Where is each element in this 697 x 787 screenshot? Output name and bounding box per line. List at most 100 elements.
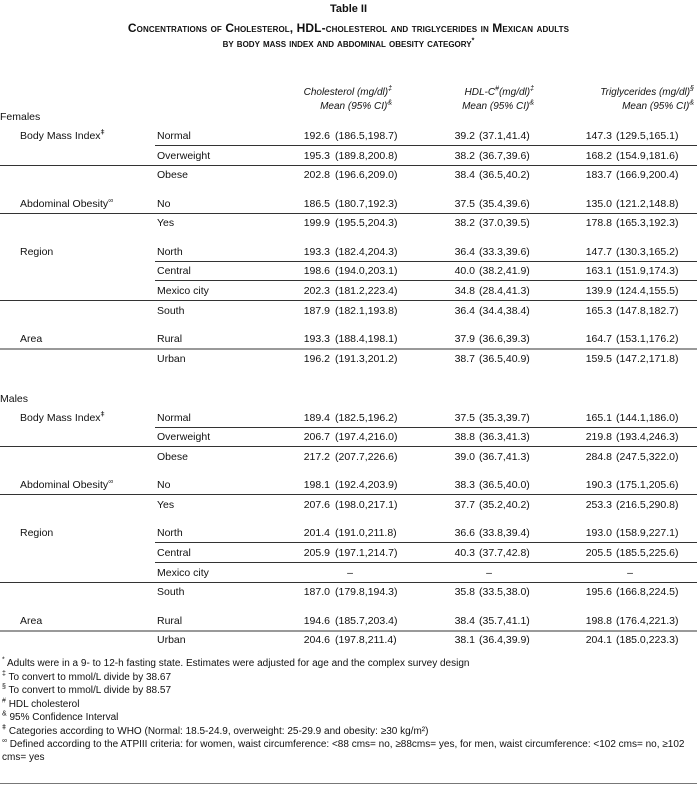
footnote: ǂ Categories according to WHO (Normal: 1… (2, 724, 692, 738)
header-mark: § (690, 85, 694, 93)
table-row: Area Rural 193.3 (188.4,198.1) 37.9 (36.6,39.… (0, 329, 697, 349)
header-sub: Mean (95% CI) (622, 101, 690, 112)
group-label-text: Region (20, 245, 54, 258)
table-title: Concentrations of Cholesterol, HDL-chole… (127, 21, 570, 35)
row-divider (0, 299, 697, 301)
table-row: Yes 207.6 (198.0,217.1) 37.7 (35.2,40.2) 253.… (0, 495, 697, 515)
cholesterol-mean: 202.8 (303, 169, 330, 182)
triglycerides-mean: 165.1 (585, 411, 612, 424)
table-label: Table II (329, 3, 368, 15)
table-row: Central 205.9 (197.1,214.7) 40.3 (37.7,42.8)… (0, 543, 697, 563)
header-sub-mark: & (529, 99, 534, 107)
group-label: Abdominal Obesity∞ (20, 197, 114, 210)
footnote-text: Defined according to the ATPIII criteria… (2, 739, 685, 763)
bottom-rule (0, 783, 697, 784)
hdl-ci: (36.5,40.9) (479, 352, 530, 365)
footnote-text: 95% Confidence Interval (9, 712, 119, 723)
category-label: Mexico city (157, 566, 209, 579)
cholesterol-ci: (189.8,200.8) (335, 149, 398, 162)
group-label-mark: ∞ (108, 197, 114, 205)
cholesterol-mean: 202.3 (303, 284, 330, 297)
triglycerides-ci: (154.9,181.6) (616, 149, 679, 162)
header-sub-mark: & (387, 99, 392, 107)
hdl-mean: 38.2 (454, 149, 475, 162)
group-label-mark: ǂ (100, 129, 105, 137)
category-label: Urban (157, 634, 186, 647)
column-header-cholesterol: Cholesterol (mg/dl)‡ Mean (95% CI)& (250, 86, 392, 114)
hdl-mean: 34.8 (454, 284, 475, 297)
category-label: Yes (157, 217, 175, 230)
row-divider (0, 446, 697, 448)
category-label: Obese (157, 169, 188, 182)
footnote-mark: # (2, 697, 6, 705)
triglycerides-ci: (166.8,224.5) (616, 586, 679, 599)
cholesterol-mean: 189.4 (303, 411, 330, 424)
cholesterol-mean: 194.6 (303, 614, 330, 627)
triglycerides-mean: 163.1 (585, 265, 612, 278)
hdl-ci: (33.3,39.6) (479, 245, 530, 258)
header-sub-mark: & (689, 99, 694, 107)
triglycerides-ci: (193.4,246.3) (616, 431, 679, 444)
hdl-ci: (36.5,40.2) (479, 169, 530, 182)
triglycerides-ci: (144.1,186.0) (616, 411, 679, 424)
triglycerides-ci: (166.9,200.4) (616, 169, 679, 182)
category-label: Central (157, 546, 191, 559)
triglycerides-mean: 135.0 (585, 197, 612, 210)
cholesterol-mean: 186.5 (303, 197, 330, 210)
hdl-mean: 36.4 (454, 304, 475, 317)
cholesterol-ci: (186.5,198.7) (335, 130, 398, 142)
category-label: Overweight (157, 149, 211, 162)
footnote-mark: § (2, 683, 6, 691)
triglycerides-mean: 183.7 (585, 169, 612, 182)
hdl-ci: (33.8,39.4) (479, 527, 530, 540)
triglycerides-ci: (151.9,174.3) (616, 265, 679, 278)
table-row: Body Mass Indexǂ Normal 189.4 (182.5,196.2)… (0, 408, 697, 428)
triglycerides-mean: 205.5 (585, 546, 612, 559)
hdl-ci: (33.5,38.0) (479, 586, 530, 599)
cholesterol-ci: (194.0,203.1) (335, 265, 398, 278)
triglycerides-mean: 219.8 (585, 431, 612, 444)
cholesterol-mean: – (347, 566, 353, 579)
triglycerides-mean: 284.8 (585, 451, 612, 464)
header-name-mark: # (495, 85, 499, 93)
group-label-mark: ǂ (100, 411, 105, 419)
table-row: South 187.9 (182.1,193.8) 36.4 (34.4,38.4) 16… (0, 301, 697, 321)
triglycerides-ci: (216.5,290.8) (616, 499, 679, 511)
hdl-ci: (37.7,42.8) (479, 546, 530, 559)
hdl-mean: 39.0 (454, 451, 475, 464)
cholesterol-ci: (198.0,217.1) (335, 499, 398, 511)
table-row: Central 198.6 (194.0,203.1) 40.0 (38.2,41.9)… (0, 261, 697, 281)
row-divider (155, 280, 697, 282)
hdl-mean: 39.2 (454, 130, 475, 142)
category-label: South (157, 586, 185, 599)
footnote-mark: * (2, 656, 5, 664)
column-header-triglycerides: Triglycerides (mg/dl)§ Mean (95% CI)& (540, 86, 694, 114)
table-row: Region North 201.4 (191.0,211.8) 36.6 (33.8,3… (0, 523, 697, 543)
cholesterol-ci: (185.7,203.4) (335, 614, 398, 627)
cholesterol-ci: (197.1,214.7) (335, 546, 398, 559)
triglycerides-mean: 198.8 (585, 614, 612, 627)
group-label-text: Body Mass Index (20, 130, 101, 142)
group-label: Abdominal Obesity∞ (20, 479, 113, 492)
table-row: Body Mass Indexǂ Normal 192.6 (186.5,198.7)… (0, 126, 697, 146)
table-row: Overweight 206.7 (197.4,216.0) 38.8 (36.3,41… (0, 427, 697, 447)
hdl-ci: (35.2,40.2) (479, 499, 530, 511)
footnote-text: HDL cholesterol (8, 698, 80, 710)
footnote-text: To convert to mmol/L divide by 38.67 (8, 671, 172, 683)
table-row: Overweight 195.3 (189.8,200.8) 38.2 (36.7,39… (0, 146, 697, 166)
footnote: ∞ Defined according to the ATPIII criter… (2, 738, 692, 764)
row-divider (155, 426, 697, 428)
hdl-mean: 40.0 (454, 265, 475, 278)
cholesterol-mean: 201.4 (303, 527, 330, 540)
category-label: No (157, 197, 171, 210)
table-subtitle: by body mass index and abdominal obesity… (0, 37, 697, 50)
triglycerides-ci: (130.3,165.2) (616, 245, 679, 258)
header-name: Cholesterol (mg/dl) (303, 87, 389, 98)
group-label: Body Mass Indexǂ (20, 411, 105, 424)
table-row: Abdominal Obesity∞ No 186.5 (180.7,192.3) 37… (0, 194, 697, 214)
cholesterol-ci: (195.5,204.3) (335, 217, 398, 230)
footnote: § To convert to mmol/L divide by 88.57 (2, 684, 692, 697)
header-sub: Mean (95% CI) (462, 101, 530, 112)
header-name: HDL-C (464, 87, 496, 98)
cholesterol-mean: 196.2 (303, 352, 330, 365)
